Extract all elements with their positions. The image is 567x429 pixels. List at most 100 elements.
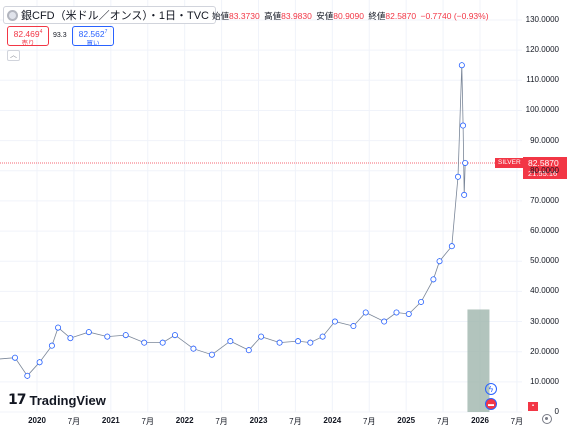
price-point bbox=[430, 276, 437, 283]
time-tick-label: 2022 bbox=[175, 416, 194, 425]
price-tick-label: 10.0000 bbox=[530, 376, 559, 386]
open-label: 始値 bbox=[212, 11, 230, 21]
ohlc-values: 始値83.3730 高値83.9830 安値80.9090 終値82.5870 … bbox=[212, 10, 489, 22]
price-tick-label: 20.0000 bbox=[530, 346, 559, 356]
close-label: 終値 bbox=[368, 11, 386, 21]
sell-price-super: 4 bbox=[39, 29, 43, 35]
price-point bbox=[405, 310, 412, 317]
time-tick-label: 7月 bbox=[436, 417, 450, 426]
flag-icon[interactable]: ▬ bbox=[485, 398, 497, 410]
low-label: 安値 bbox=[316, 11, 334, 21]
time-tick-label: 7月 bbox=[141, 417, 154, 426]
price-tick-label: 90.0000 bbox=[530, 135, 559, 145]
price-point bbox=[141, 339, 148, 346]
price-point bbox=[460, 122, 467, 129]
price-point bbox=[350, 323, 357, 330]
price-point bbox=[436, 258, 443, 265]
price-point bbox=[307, 339, 314, 346]
price-tick-label: 110.0000 bbox=[526, 75, 559, 85]
open-value: 83.3730 bbox=[229, 11, 260, 21]
close-value: 82.5870 bbox=[385, 11, 417, 21]
price-point bbox=[319, 333, 326, 340]
price-point bbox=[67, 335, 74, 342]
price-point bbox=[48, 342, 55, 349]
price-tick-label: 0 bbox=[554, 407, 559, 416]
symbol-header[interactable]: 銀CFD（米ドル／オンス）・1日・TVC bbox=[3, 6, 216, 24]
time-tick-label: 2024 bbox=[323, 416, 342, 425]
buy-button[interactable]: 82.5627 買い bbox=[72, 26, 114, 47]
brand-name: TradingView bbox=[29, 392, 106, 408]
price-point bbox=[11, 354, 18, 361]
sell-price: 82.469 bbox=[13, 28, 40, 39]
price-tick-label: 130.0000 bbox=[525, 15, 559, 24]
price-point bbox=[36, 359, 43, 366]
spread-value: 93.3 bbox=[53, 32, 67, 39]
time-tick-label: 7月 bbox=[289, 417, 302, 426]
price-tick-label: 70.0000 bbox=[530, 195, 559, 205]
price-point bbox=[227, 338, 234, 345]
price-point bbox=[245, 347, 252, 354]
tradingview-logo-mark: 17 bbox=[8, 392, 27, 408]
price-point bbox=[331, 318, 338, 325]
price-tick-label: 80.0000 bbox=[530, 165, 559, 175]
time-tick-label: 7月 bbox=[215, 417, 228, 426]
price-point bbox=[122, 332, 129, 339]
symbol-title: 銀CFD（米ドル／オンス）・1日・TVC bbox=[21, 10, 210, 22]
price-point bbox=[104, 333, 111, 340]
silver-coin-icon bbox=[7, 9, 18, 21]
chart-grid bbox=[0, 0, 522, 413]
lightning-icon[interactable]: ϟ bbox=[485, 383, 497, 395]
time-tick-label: 2026 bbox=[471, 416, 489, 425]
price-tick-label: 100.0000 bbox=[525, 105, 559, 115]
volume-highlight-bar bbox=[467, 309, 490, 412]
time-tick-label: 2021 bbox=[101, 416, 120, 425]
price-point bbox=[171, 332, 178, 339]
change-value: −0.7740 (−0.93%) bbox=[420, 11, 489, 21]
buy-label: 買い bbox=[86, 39, 100, 47]
bar-countdown: 21:55:16 bbox=[528, 169, 558, 178]
price-point bbox=[362, 309, 369, 316]
price-point bbox=[208, 351, 215, 358]
time-tick-label: 7月 bbox=[67, 417, 81, 426]
price-point bbox=[24, 372, 31, 379]
price-tick-label: 60.0000 bbox=[530, 226, 559, 236]
sell-button[interactable]: 82.4694 売り bbox=[7, 26, 49, 47]
price-point bbox=[381, 318, 388, 325]
time-tick-label: 7月 bbox=[510, 417, 524, 426]
high-value: 83.9830 bbox=[281, 11, 312, 21]
time-tick-label: 2020 bbox=[28, 416, 46, 425]
series-tag: SILVER bbox=[495, 158, 524, 168]
time-tick-label: 2023 bbox=[249, 416, 268, 425]
price-tick-label: 30.0000 bbox=[530, 316, 559, 326]
tradingview-logo[interactable]: 17 TradingView bbox=[8, 392, 106, 408]
price-point bbox=[295, 338, 302, 345]
price-point bbox=[458, 62, 465, 69]
price-tick-label: 40.0000 bbox=[530, 286, 559, 296]
time-tick-label: 7月 bbox=[363, 417, 376, 426]
sell-label: 売り bbox=[21, 39, 35, 47]
time-tick-label: 2025 bbox=[397, 416, 416, 425]
price-points bbox=[11, 62, 469, 379]
buy-price-super: 7 bbox=[104, 29, 108, 35]
chevron-up-icon[interactable]: ︿ bbox=[7, 50, 20, 61]
price-tick-label: 50.0000 bbox=[530, 256, 559, 266]
gear-icon[interactable] bbox=[542, 414, 552, 424]
price-point bbox=[258, 333, 265, 340]
price-point bbox=[448, 243, 455, 250]
earnings-badge-icon: ▪ bbox=[528, 402, 538, 411]
current-price-label: 82.5870 21:55:16 bbox=[523, 157, 567, 179]
buy-price: 82.562 bbox=[78, 28, 105, 39]
price-point bbox=[418, 298, 425, 305]
price-point bbox=[190, 345, 197, 352]
high-label: 高値 bbox=[264, 11, 282, 21]
price-point bbox=[454, 173, 461, 180]
price-tick-label: 120.0000 bbox=[525, 45, 559, 55]
low-value: 80.9090 bbox=[333, 11, 364, 21]
price-point bbox=[461, 191, 468, 198]
price-point bbox=[393, 309, 400, 316]
price-point bbox=[85, 329, 92, 336]
price-series-line bbox=[0, 65, 466, 377]
price-point bbox=[462, 159, 469, 166]
price-point bbox=[55, 324, 62, 331]
